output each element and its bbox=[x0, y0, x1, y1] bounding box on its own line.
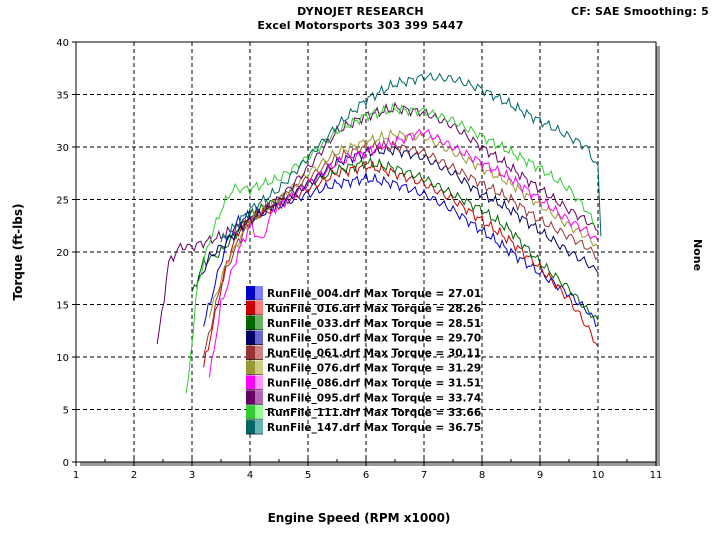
legend-swatch-light bbox=[255, 286, 263, 300]
legend-swatch-light bbox=[255, 300, 263, 315]
report-subtitle: Excel Motorsports 303 399 5447 bbox=[257, 19, 464, 32]
x-axis-title: Engine Speed (RPM x1000) bbox=[268, 511, 451, 525]
series-line bbox=[191, 156, 599, 321]
series-line bbox=[203, 160, 599, 368]
legend-swatch-light bbox=[255, 375, 263, 390]
legend-swatch bbox=[246, 405, 255, 420]
legend-swatch bbox=[246, 390, 255, 405]
legend-label: RunFile_050.drf Max Torque = 29.70 bbox=[267, 333, 481, 345]
grid bbox=[76, 42, 656, 462]
legend-label: RunFile_004.drf Max Torque = 27.01 bbox=[267, 288, 481, 300]
legend-swatch bbox=[246, 345, 255, 360]
x-tick-label: 6 bbox=[363, 470, 369, 481]
x-tick-label: 9 bbox=[537, 470, 543, 481]
legend-swatch bbox=[246, 330, 255, 345]
legend-swatch bbox=[246, 420, 255, 435]
series-line bbox=[220, 72, 602, 243]
legend-swatch-light bbox=[255, 420, 263, 435]
legend-label: RunFile_086.drf Max Torque = 31.51 bbox=[267, 377, 481, 389]
y-tick-label: 35 bbox=[56, 91, 69, 102]
y-axis-title: Torque (ft-lbs) bbox=[11, 204, 25, 301]
x-tick-label: 7 bbox=[421, 470, 427, 481]
legend-swatch bbox=[246, 300, 255, 315]
x-tick-label: 3 bbox=[189, 470, 195, 481]
x-tick-label: 1 bbox=[73, 470, 79, 481]
y-tick-label: 25 bbox=[56, 196, 69, 207]
y-tick-label: 40 bbox=[56, 38, 69, 49]
series-line bbox=[185, 102, 596, 394]
y-tick-label: 20 bbox=[56, 248, 69, 259]
legend-label: RunFile_076.drf Max Torque = 31.29 bbox=[267, 363, 481, 375]
legend-swatch-light bbox=[255, 315, 263, 330]
x-tick-label: 8 bbox=[479, 470, 485, 481]
legend-swatch bbox=[246, 315, 255, 330]
series-line bbox=[156, 101, 599, 345]
report-title: DYNOJET RESEARCH bbox=[297, 5, 424, 18]
legend-swatch-light bbox=[255, 390, 263, 405]
legend-swatch-light bbox=[255, 330, 263, 345]
legend-label: RunFile_095.drf Max Torque = 33.74 bbox=[267, 392, 481, 404]
legend-label: RunFile_016.drf Max Torque = 28.26 bbox=[267, 303, 481, 315]
x-tick-label: 4 bbox=[247, 470, 253, 481]
y-tick-label: 5 bbox=[63, 406, 69, 417]
axis-ticks: 1 2 3 4 5 6 7 8 9 10 11 0 5 10 15 20 25 30 35 40 bbox=[56, 38, 662, 481]
correction-smoothing-info: CF: SAE Smoothing: 5 bbox=[571, 5, 709, 18]
y-tick-label: 0 bbox=[63, 458, 69, 469]
legend-label: RunFile_111.drf Max Torque = 33.66 bbox=[267, 407, 481, 419]
legend-swatch-light bbox=[255, 360, 263, 375]
legend-swatch-light bbox=[255, 405, 263, 420]
legend-swatch-light bbox=[255, 345, 263, 360]
y-tick-label: 15 bbox=[56, 301, 69, 312]
x-tick-label: 2 bbox=[131, 470, 137, 481]
legend-swatch bbox=[246, 375, 255, 390]
y-tick-label: 10 bbox=[56, 353, 69, 364]
y-tick-label: 30 bbox=[56, 143, 69, 154]
legend-swatch bbox=[246, 360, 255, 375]
series-lines bbox=[156, 72, 602, 394]
right-axis-label: None bbox=[691, 239, 704, 271]
x-tick-label: 5 bbox=[305, 470, 311, 481]
x-tick-label: 11 bbox=[650, 470, 663, 481]
legend-label: RunFile_061.drf Max Torque = 30.11 bbox=[267, 348, 481, 360]
x-tick-label: 10 bbox=[592, 470, 605, 481]
legend-label: RunFile_147.drf Max Torque = 36.75 bbox=[267, 422, 481, 434]
legend-swatch bbox=[246, 286, 255, 300]
series-line bbox=[208, 128, 599, 378]
legend-label: RunFile_033.drf Max Torque = 28.51 bbox=[267, 318, 481, 330]
series-line bbox=[208, 128, 599, 318]
legend: RunFile_004.drf Max Torque = 27.01 RunFil… bbox=[246, 286, 481, 435]
